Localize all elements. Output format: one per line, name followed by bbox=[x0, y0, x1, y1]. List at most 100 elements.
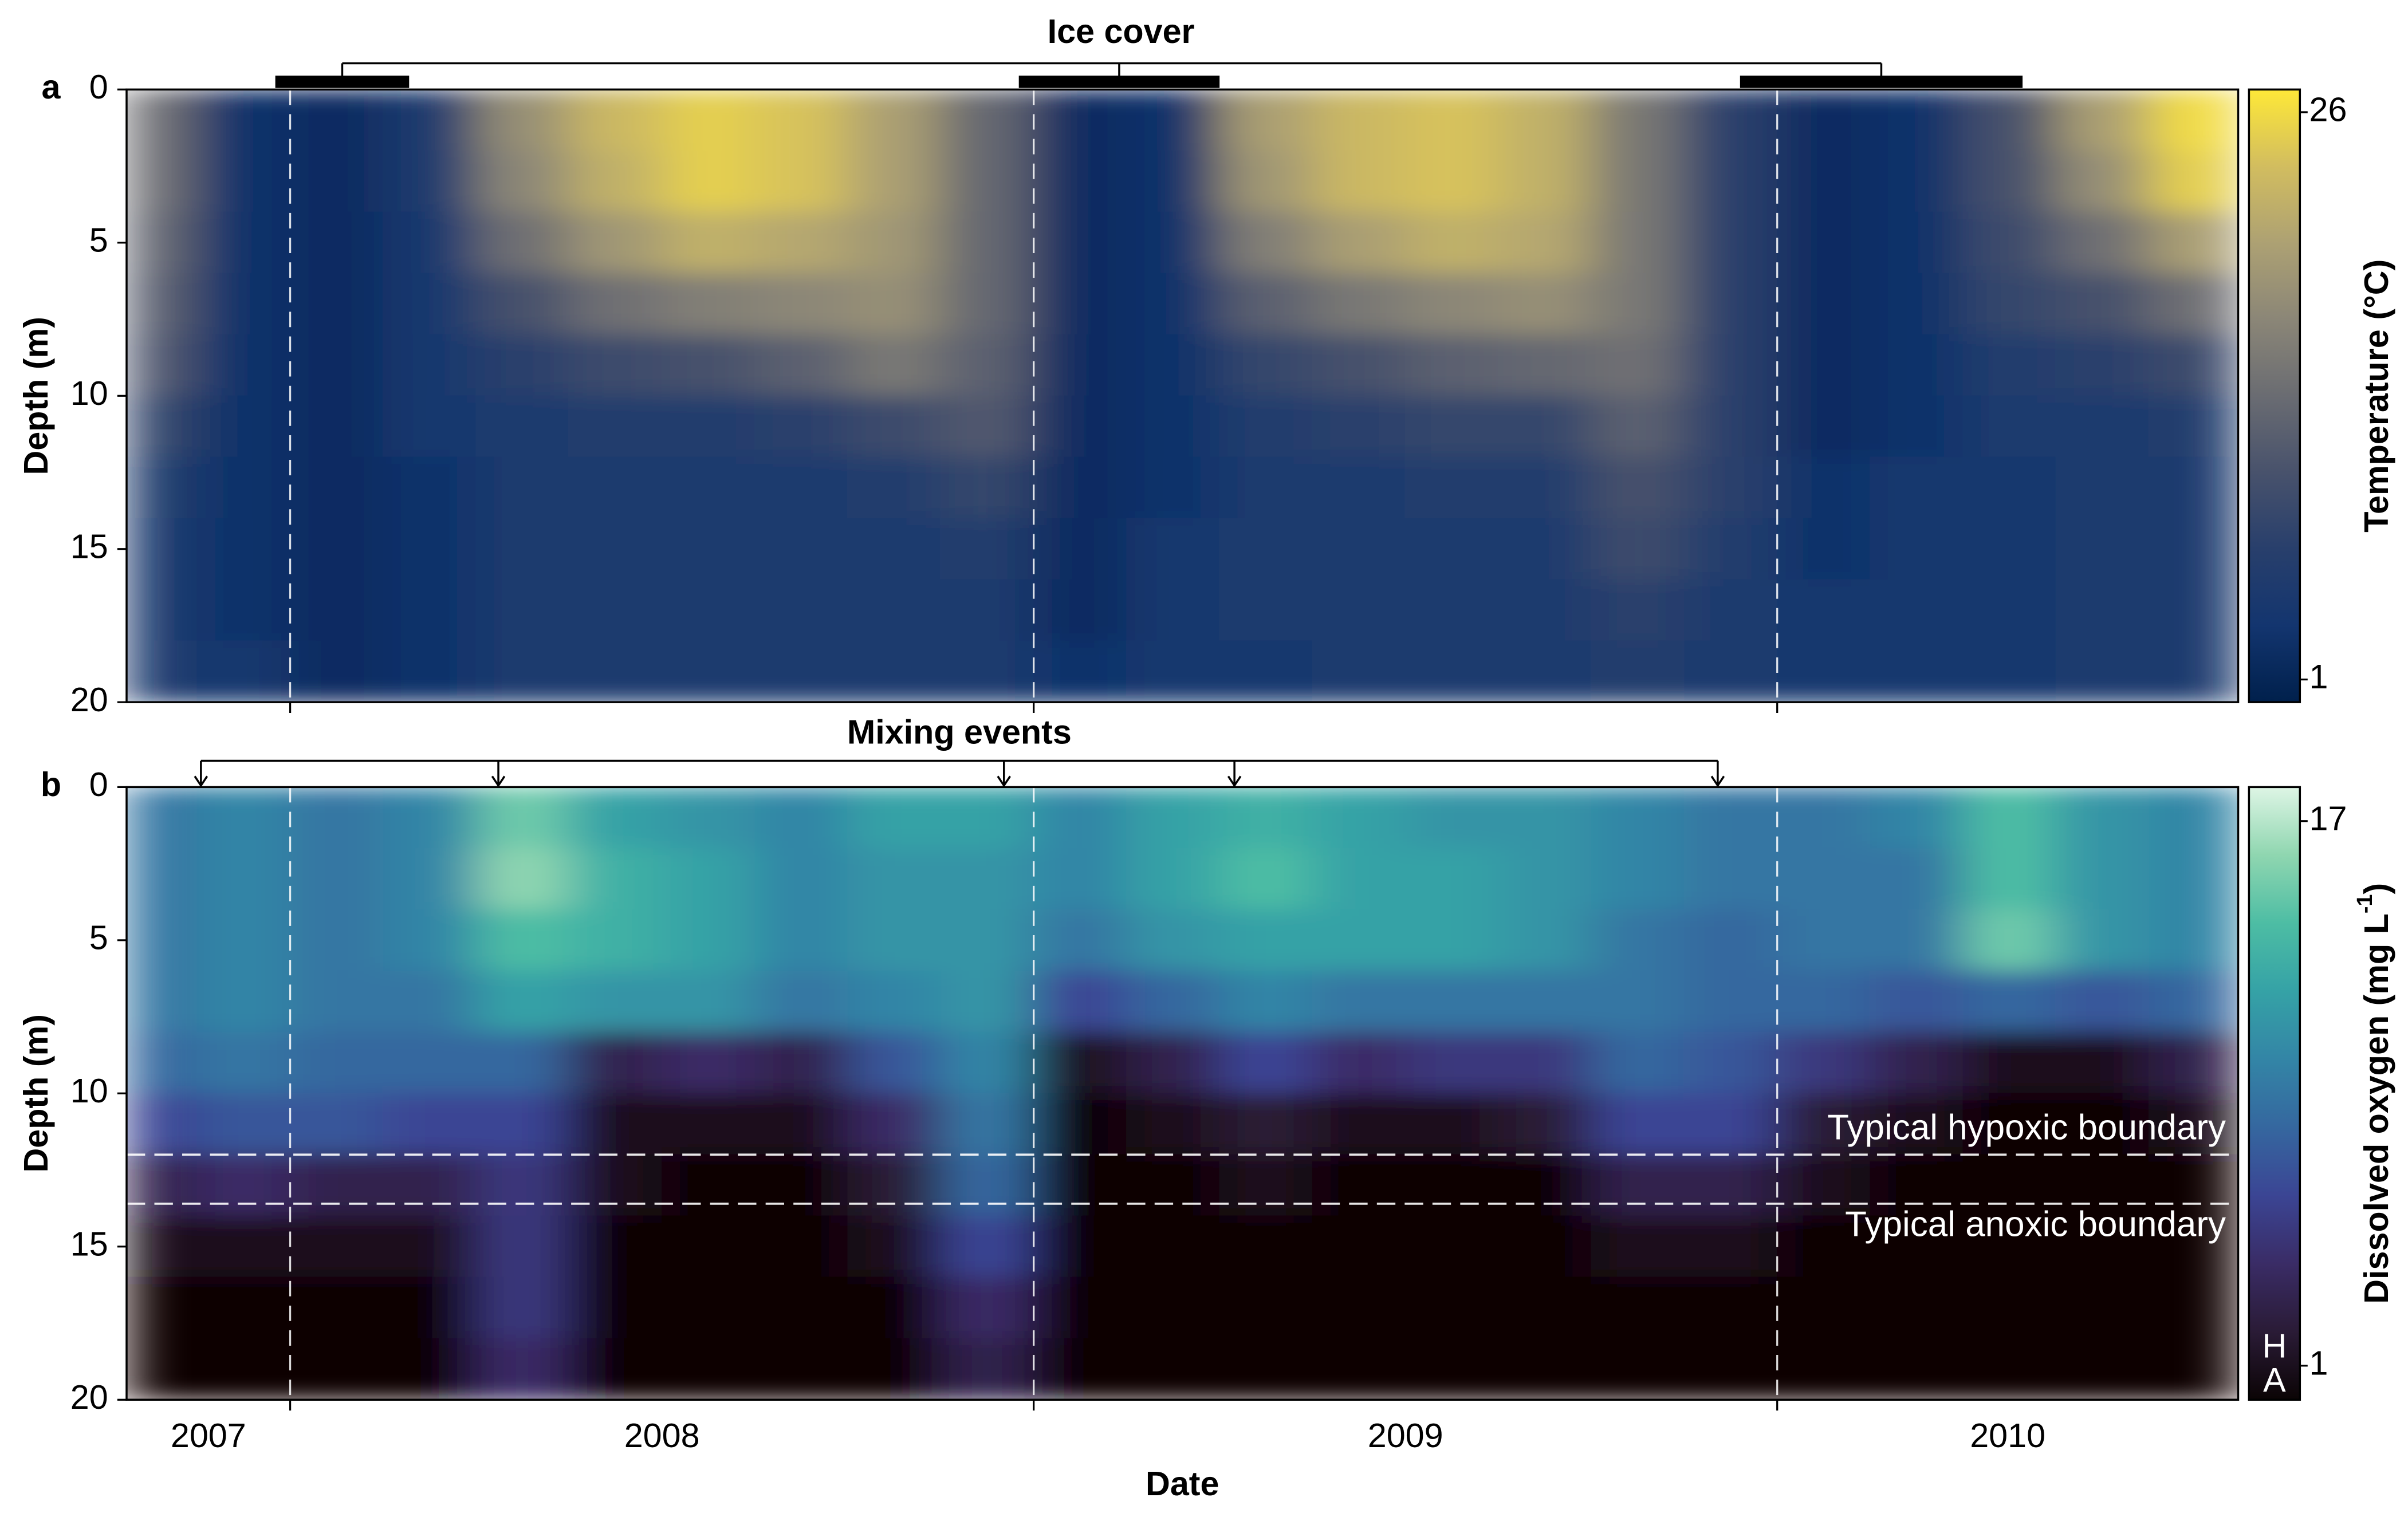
cell bbox=[1126, 211, 1221, 275]
cell bbox=[754, 273, 849, 336]
cell bbox=[1591, 1215, 1686, 1279]
cell bbox=[475, 89, 570, 152]
cell bbox=[1962, 518, 2057, 581]
cell bbox=[289, 1276, 384, 1340]
cell bbox=[2055, 1154, 2150, 1218]
cell bbox=[1405, 1154, 1500, 1218]
cell bbox=[940, 1215, 1035, 1279]
cell bbox=[847, 456, 942, 520]
cell bbox=[383, 787, 478, 850]
cell bbox=[661, 1215, 756, 1279]
cell bbox=[1591, 1338, 1686, 1400]
cell bbox=[127, 1154, 199, 1218]
cell bbox=[1312, 334, 1407, 397]
cell bbox=[1591, 1093, 1686, 1156]
cell bbox=[1683, 1215, 1779, 1279]
cell bbox=[568, 273, 663, 336]
cell bbox=[127, 1338, 199, 1400]
cell bbox=[1591, 1276, 1686, 1340]
cell bbox=[847, 1338, 942, 1400]
cell bbox=[1777, 970, 1872, 1034]
cell bbox=[383, 1093, 478, 1156]
cell bbox=[2149, 1276, 2238, 1340]
cell bbox=[196, 1093, 292, 1156]
cell bbox=[383, 334, 478, 397]
y-tick-label: 10 bbox=[70, 374, 108, 412]
cell bbox=[568, 970, 663, 1034]
cell bbox=[1498, 1276, 1593, 1340]
cell bbox=[1033, 787, 1128, 850]
cell bbox=[568, 909, 663, 972]
cell bbox=[1777, 579, 1872, 643]
cell bbox=[1870, 848, 1965, 911]
cell bbox=[1405, 970, 1500, 1034]
cell bbox=[1591, 909, 1686, 972]
cell bbox=[2055, 334, 2150, 397]
cell bbox=[1870, 640, 1965, 703]
cell bbox=[196, 787, 292, 850]
cell bbox=[1962, 334, 2057, 397]
cell bbox=[1033, 1338, 1128, 1400]
colorbar-label: Temperature (°C) bbox=[2356, 259, 2395, 533]
cell bbox=[568, 640, 663, 703]
cell bbox=[1219, 848, 1314, 911]
cell bbox=[1870, 273, 1965, 336]
cell bbox=[847, 848, 942, 911]
cell bbox=[383, 848, 478, 911]
cell bbox=[1777, 89, 1872, 152]
cell bbox=[1962, 211, 2057, 275]
colorbar-tick-label: 17 bbox=[2309, 799, 2347, 837]
cell bbox=[1219, 1031, 1314, 1095]
cell bbox=[661, 787, 756, 850]
cell bbox=[1312, 640, 1407, 703]
y-tick-label: 5 bbox=[89, 918, 108, 956]
cell bbox=[661, 848, 756, 911]
cell bbox=[568, 787, 663, 850]
cell bbox=[475, 970, 570, 1034]
cell bbox=[383, 1154, 478, 1218]
cell bbox=[383, 1215, 478, 1279]
cell bbox=[661, 273, 756, 336]
cell bbox=[1033, 970, 1128, 1034]
cell bbox=[1033, 211, 1128, 275]
cell bbox=[661, 211, 756, 275]
cell bbox=[940, 1276, 1035, 1340]
cell bbox=[127, 211, 199, 275]
cell bbox=[475, 456, 570, 520]
cell bbox=[1870, 579, 1965, 643]
cell bbox=[1312, 1276, 1407, 1340]
cell bbox=[661, 456, 756, 520]
cell bbox=[127, 395, 199, 459]
cell bbox=[1777, 334, 1872, 397]
cell bbox=[127, 456, 199, 520]
cell bbox=[847, 909, 942, 972]
y-tick-label: 15 bbox=[70, 527, 108, 565]
x-tick-label: 2007 bbox=[171, 1416, 246, 1455]
y-tick-label: 10 bbox=[70, 1071, 108, 1110]
cell bbox=[1683, 970, 1779, 1034]
cell bbox=[1498, 579, 1593, 643]
cell bbox=[1683, 909, 1779, 972]
y-axis-label: Depth (m) bbox=[17, 1014, 55, 1173]
cell bbox=[1219, 579, 1314, 643]
cell bbox=[475, 1276, 570, 1340]
cell bbox=[1405, 518, 1500, 581]
cell bbox=[475, 150, 570, 214]
cell bbox=[940, 89, 1035, 152]
cell bbox=[1498, 395, 1593, 459]
cell bbox=[1962, 909, 2057, 972]
cell bbox=[1126, 89, 1221, 152]
cell bbox=[1219, 909, 1314, 972]
cell bbox=[661, 909, 756, 972]
cell bbox=[1683, 395, 1779, 459]
cell bbox=[1962, 1276, 2057, 1340]
cell bbox=[2055, 1338, 2150, 1400]
cell bbox=[1683, 787, 1779, 850]
cell bbox=[1312, 579, 1407, 643]
ice-cover-bar bbox=[1740, 76, 2023, 88]
cell bbox=[1777, 640, 1872, 703]
cell bbox=[1405, 89, 1500, 152]
cell bbox=[1870, 334, 1965, 397]
cell bbox=[1126, 273, 1221, 336]
cell bbox=[127, 909, 199, 972]
